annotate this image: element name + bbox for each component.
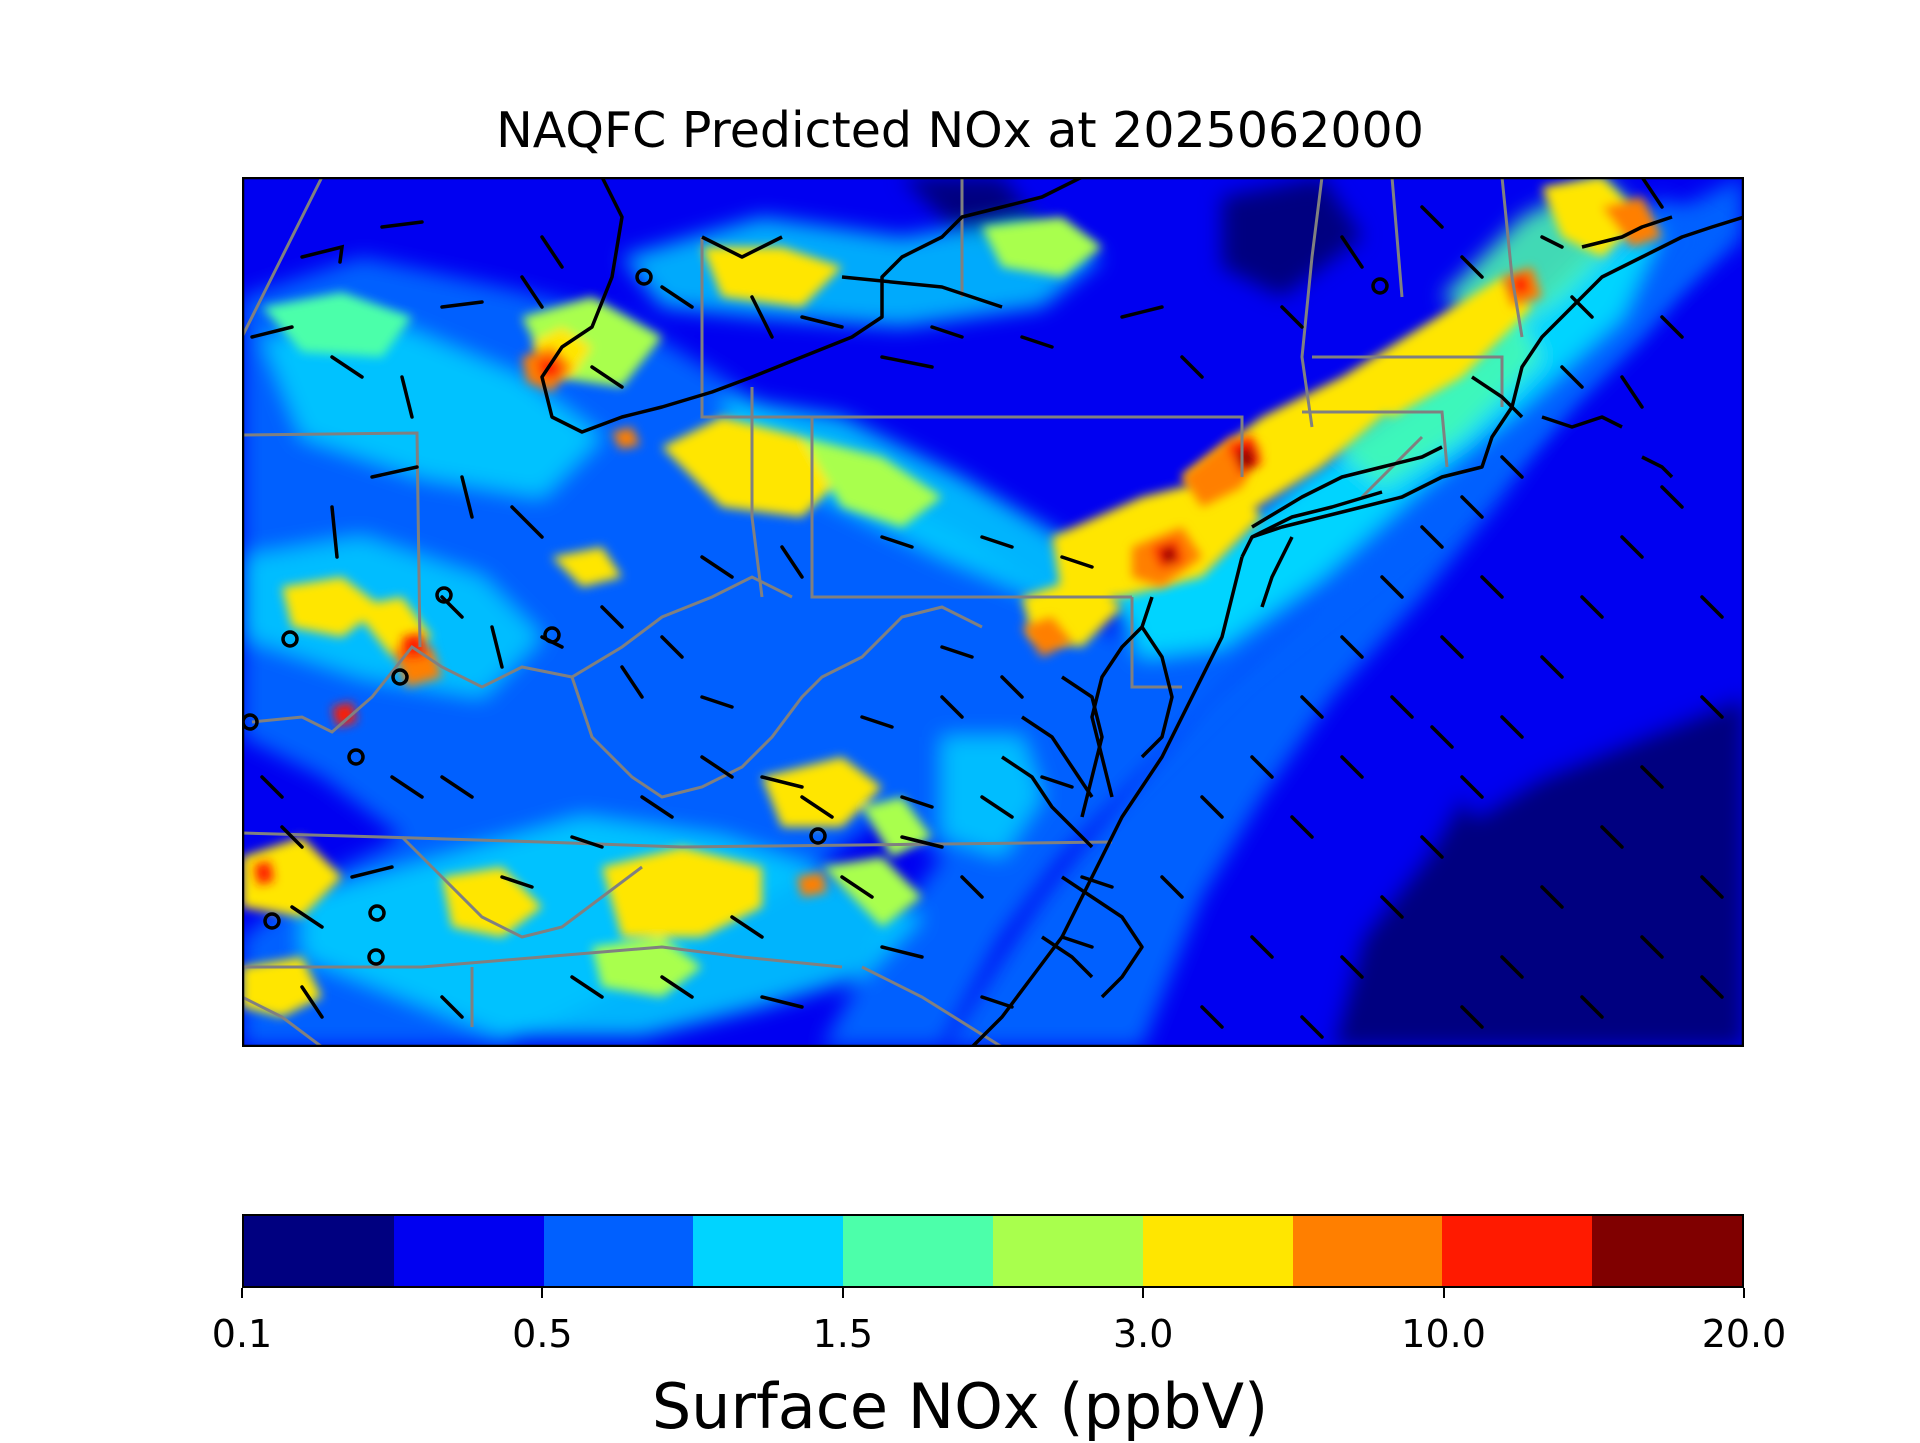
colorbar-tick-label: 10.0 (1401, 1312, 1486, 1356)
colorbar-tick (841, 1288, 844, 1298)
colorbar-title: Surface NOx (ppbV) (651, 1370, 1269, 1443)
colorbar-segment (393, 1216, 544, 1286)
colorbar-tick (1142, 1288, 1145, 1298)
map-border (242, 177, 1744, 1047)
colorbar (242, 1214, 1744, 1288)
nox-map[interactable] (242, 177, 1744, 1047)
colorbar-segment (693, 1216, 844, 1286)
map-title: NAQFC Predicted NOx at 2025062000 (496, 102, 1424, 159)
colorbar-tick (1743, 1288, 1745, 1298)
colorbar-tick (541, 1288, 544, 1298)
colorbar-tick-label: 20.0 (1701, 1312, 1787, 1356)
colorbar-tick-label: 1.5 (812, 1312, 874, 1356)
colorbar-segment (1292, 1216, 1443, 1286)
colorbar-segment (543, 1216, 694, 1286)
colorbar-segment (1592, 1216, 1742, 1286)
colorbar-tick-label: 3.0 (1112, 1312, 1174, 1356)
wind-barbs (250, 177, 1724, 1039)
colorbar-segment (992, 1216, 1143, 1286)
colorbar-segment (244, 1216, 394, 1286)
colorbar-tick-label: 0.5 (512, 1312, 573, 1356)
coastlines (540, 177, 1744, 1047)
colorbar-segment (1442, 1216, 1593, 1286)
colorbar-segment (1142, 1216, 1293, 1286)
colorbar-tick (241, 1288, 243, 1298)
map-panel[interactable] (242, 177, 1744, 1047)
colorbar-tick (1442, 1288, 1445, 1298)
colorbar-tick-label: 0.1 (211, 1312, 273, 1356)
colorbar-segment (843, 1216, 993, 1286)
state-boundaries (242, 177, 1524, 1047)
